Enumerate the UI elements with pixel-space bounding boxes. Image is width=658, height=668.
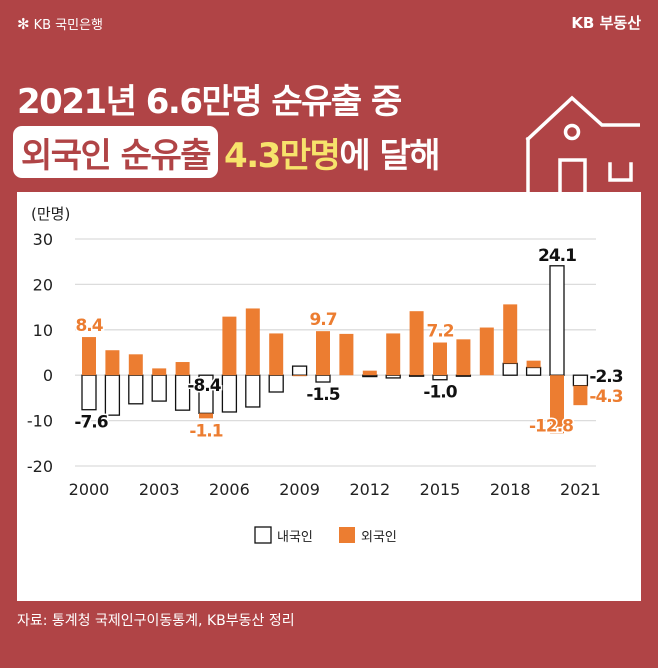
x-tick-label: 2012 bbox=[349, 480, 390, 499]
bar-domestic bbox=[408, 374, 425, 377]
bar-foreign bbox=[82, 337, 96, 376]
bar-foreign bbox=[292, 375, 307, 377]
bar-foreign bbox=[362, 370, 377, 376]
legend-label-domestic: 내국인 bbox=[277, 530, 313, 545]
bar-foreign bbox=[433, 342, 447, 376]
legend-label-foreign: 외국인 bbox=[361, 530, 397, 545]
house-icon bbox=[525, 95, 640, 196]
bar-domestic bbox=[502, 362, 518, 376]
data-label: 9.7 bbox=[309, 310, 336, 330]
bar-domestic bbox=[174, 374, 191, 411]
bar-foreign bbox=[503, 304, 518, 364]
bar-domestic bbox=[221, 374, 238, 413]
headline-line-2: 외국인 순유출 4.3만명 에 달해 bbox=[13, 126, 441, 178]
bar-foreign bbox=[386, 333, 401, 376]
bar-domestic bbox=[525, 366, 542, 376]
bar-domestic bbox=[549, 265, 565, 376]
data-label: 8.4 bbox=[75, 316, 103, 336]
y-tick-label: 30 bbox=[33, 230, 53, 249]
legend-swatch-foreign bbox=[339, 527, 355, 543]
data-label: -12.8 bbox=[529, 416, 573, 436]
data-label: -4.3 bbox=[589, 387, 622, 407]
bar-foreign bbox=[339, 333, 354, 376]
headline-figure: 4.3만명 bbox=[224, 135, 341, 176]
y-tick-label: -20 bbox=[27, 457, 53, 476]
x-tick-label: 2009 bbox=[279, 480, 320, 499]
bar-foreign bbox=[316, 331, 330, 376]
bar-foreign bbox=[128, 354, 143, 376]
y-tick-label: 0 bbox=[43, 366, 53, 385]
bar-foreign bbox=[456, 339, 471, 376]
data-label: -8.4 bbox=[187, 376, 221, 396]
data-label: 24.1 bbox=[538, 246, 576, 266]
bar-domestic bbox=[385, 374, 401, 379]
legend-swatch-domestic bbox=[254, 526, 272, 544]
data-label: -1.5 bbox=[306, 385, 339, 405]
bar-domestic bbox=[151, 374, 167, 402]
bar-domestic bbox=[455, 374, 472, 377]
bar-domestic bbox=[315, 374, 331, 383]
bar-domestic bbox=[432, 374, 448, 381]
bar-domestic bbox=[104, 374, 121, 416]
bar-foreign bbox=[573, 385, 588, 406]
bank-name: KB 국민은행 bbox=[33, 18, 103, 33]
bar-foreign bbox=[222, 316, 237, 376]
bar-domestic bbox=[128, 374, 144, 405]
bar-domestic bbox=[291, 365, 308, 376]
headline-highlight: 외국인 순유출 bbox=[13, 126, 219, 178]
source-note: 자료: 통계청 국제인구이동통계, KB부동산 정리 bbox=[17, 613, 295, 629]
chart-legend: 내국인 외국인 bbox=[254, 526, 397, 545]
bar-foreign bbox=[175, 362, 190, 376]
x-tick-label: 2018 bbox=[490, 480, 531, 499]
y-tick-label: 20 bbox=[33, 275, 53, 294]
data-label: -1.1 bbox=[189, 421, 222, 441]
bar-domestic bbox=[81, 374, 97, 411]
bar-foreign bbox=[409, 311, 424, 376]
chart-panel: (만명) 30 20 10 0 -10 -20 2000 2003 2006 2009 2012 2… bbox=[17, 192, 641, 601]
x-tick-label: 2000 bbox=[69, 480, 110, 499]
kb-bank-logo: ✻ KB 국민은행 bbox=[17, 14, 103, 34]
bar-foreign bbox=[152, 368, 167, 376]
data-label: -2.3 bbox=[589, 367, 622, 387]
bar-foreign bbox=[105, 350, 120, 376]
x-tick-label: 2021 bbox=[560, 480, 601, 499]
bar-foreign bbox=[199, 413, 213, 419]
bar-domestic bbox=[572, 374, 589, 387]
headline-line-1: 2021년 6.6만명 순유출 중 bbox=[17, 82, 402, 122]
y-tick-label: -10 bbox=[27, 412, 53, 431]
bar-domestic bbox=[268, 374, 284, 393]
data-label: -7.6 bbox=[74, 413, 107, 433]
headline-rest: 에 달해 bbox=[339, 135, 440, 176]
x-tick-label: 2006 bbox=[209, 480, 250, 499]
bar-domestic bbox=[245, 374, 261, 408]
data-label: -1.0 bbox=[423, 383, 457, 403]
x-tick-label: 2003 bbox=[139, 480, 180, 499]
bar-foreign bbox=[245, 308, 260, 376]
kb-real-estate-brand: KB 부동산 bbox=[571, 14, 641, 32]
y-axis-unit-label: (만명) bbox=[31, 205, 70, 223]
kb-star-icon: ✻ bbox=[17, 14, 30, 33]
bar-foreign bbox=[550, 375, 564, 434]
net-migration-chart: (만명) 30 20 10 0 -10 -20 2000 2003 2006 2009 2012 2… bbox=[27, 205, 625, 545]
bar-domestic bbox=[362, 374, 378, 378]
bar-foreign bbox=[269, 333, 284, 376]
bar-foreign bbox=[526, 360, 541, 368]
x-tick-label: 2015 bbox=[420, 480, 461, 499]
data-label: 7.2 bbox=[426, 322, 453, 342]
bar-foreign bbox=[479, 327, 494, 376]
y-tick-label: 10 bbox=[33, 321, 53, 340]
